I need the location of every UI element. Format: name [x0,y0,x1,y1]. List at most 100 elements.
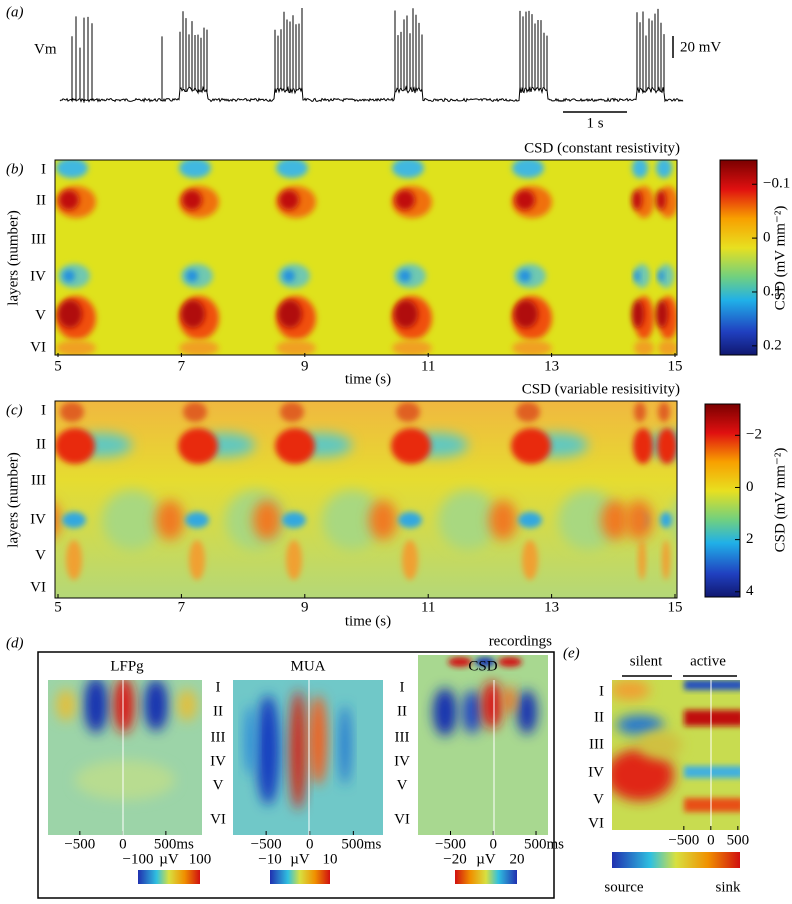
colorbar [704,403,741,598]
layer-label: III [31,472,46,488]
heat-blob [522,540,538,580]
heat-blob [519,270,531,282]
heat-blob [186,270,198,282]
layer-label: III [211,729,226,745]
heat-blob [518,512,542,528]
heat-blob [56,340,96,355]
colorbar-tick-label: −2 [746,427,762,443]
heat-blob [275,428,315,464]
x-tick-label: 15 [668,358,683,374]
vm-trace [59,8,684,104]
panel-title: recordings [489,633,552,649]
x-axis-label: time (s) [345,613,391,629]
heat-blob [517,690,537,734]
x-tick-label: 11 [421,599,435,615]
heat-blob [475,657,495,667]
x-axis-label: time (s) [345,371,391,387]
panel-label: (c) [6,402,23,418]
heat-blob [612,680,650,700]
heat-blob [638,540,646,580]
heat-blob [286,540,302,580]
heat-blob [462,690,482,734]
layer-label: IV [30,511,46,527]
x-tick-label: −500 [251,836,282,852]
heat-blob [512,340,552,355]
heat-blob [66,540,82,580]
heat-blob [339,705,351,785]
heat-blob [59,190,79,210]
heat-blob [63,270,75,282]
layer-label: V [35,547,46,563]
heat-band [684,766,740,778]
layer-label: VI [210,811,226,827]
y-axis-label: layers (number) [5,210,21,305]
heat-blob [55,428,95,464]
heat-blob [183,402,207,422]
heat-blob [632,160,648,178]
heat-blob [632,190,642,210]
panel-title: CSD (variable resisitivity) [522,381,680,397]
colorbar-min-label: source [604,879,643,895]
heat-blob [634,270,640,282]
layer-label: V [35,307,46,323]
heatmap [418,655,548,835]
colorbar [270,870,330,884]
heat-blob [84,680,108,733]
heatmap [55,160,677,355]
colorbar-tick-label: −100 [123,851,154,867]
heat-blob [391,428,431,464]
heatmap [233,680,383,835]
heat-blob [102,490,162,550]
panel-label: (d) [6,635,24,651]
heat-blob [56,160,88,178]
heat-blob [657,428,677,464]
x-tick-label: 5 [54,599,62,615]
heat-blob [179,160,211,178]
heat-blob [612,749,674,801]
heat-blob [658,402,670,422]
heat-blob [394,300,418,328]
colorbar [612,852,740,868]
heat-blob [276,160,308,178]
heat-blob [62,512,86,528]
heat-band [684,710,740,726]
heat-blob [276,340,316,355]
heat-blob [144,680,168,731]
heat-band [684,798,740,812]
heat-blob [282,512,306,528]
colorbar-max-label: sink [715,879,741,895]
heat-blob [58,300,82,328]
layer-label: V [213,777,224,793]
subpanel-title: CSD [468,658,497,674]
layer-label: III [589,736,604,752]
layer-label: VI [588,815,604,831]
heat-blob [290,690,306,810]
colorbar-tick-label: 10 [323,851,338,867]
heat-blob [616,715,664,735]
heat-blob [656,160,672,178]
heat-blob [632,300,644,328]
heat-blob [309,695,327,785]
heat-blob [638,731,682,759]
colorbar-tick-label: 100 [189,851,212,867]
x-tick-label: 500ms [341,836,381,852]
heat-blob [253,500,281,540]
heat-blob [658,264,674,288]
colorbar-tick-label: 4 [746,583,754,599]
layer-label: II [594,709,604,725]
trace-label: Vm [34,41,57,57]
colorbar [719,159,758,356]
panel-label: (a) [6,4,24,20]
heat-blob [55,503,61,537]
x-tick-label: 9 [301,358,309,374]
heat-blob [512,160,544,178]
x-tick-label: 5 [54,358,62,374]
heat-blob [178,428,218,464]
heat-blob [558,490,618,550]
heat-blob [256,695,280,805]
layer-label: II [213,703,223,719]
subpanel-title: MUA [290,658,325,674]
heat-blob [438,490,498,550]
heat-blob [402,540,418,580]
